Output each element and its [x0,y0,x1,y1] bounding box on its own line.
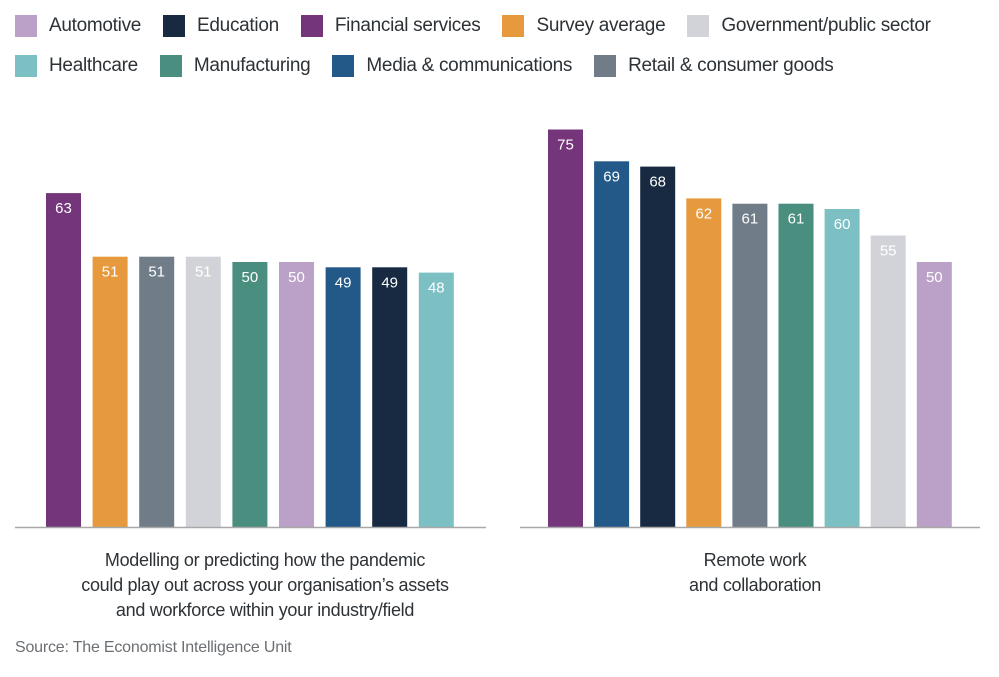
bar-retail-consumer-goods [732,203,768,527]
legend-swatch [332,55,355,77]
legend-swatch [163,15,186,37]
bar-value-label: 68 [649,174,666,191]
legend-label: Automotive [49,15,142,36]
legend-item: Government/public sector [687,15,931,37]
bar-media-communications [325,267,361,527]
bar-value-label: 51 [102,264,119,281]
legend-item: Media & communications [332,55,572,77]
legend-item: Survey average [502,15,666,37]
legend-label: Financial services [334,15,481,36]
legend-swatch [15,15,37,37]
bar-value-label: 61 [788,211,805,228]
bar-financial-services [46,193,81,527]
bar-education [640,166,676,527]
bar-value-label: 51 [195,264,212,281]
legend-item: Retail & consumer goods [594,55,834,77]
legend-label: Retail & consumer goods [628,55,834,76]
bar-value-label: 51 [148,264,165,281]
bar-value-label: 50 [288,269,305,286]
bar-value-label: 75 [557,137,574,154]
legend-item: Automotive [15,15,141,37]
bar-government-public-sector [185,256,221,527]
legend-swatch [15,55,37,77]
bar-value-label: 60 [834,216,851,233]
bar-media-communications [594,161,630,528]
legend-label: Government/public sector [721,15,931,36]
legend-row: Automotive Education Financial services Sur… [15,12,995,40]
caption-line: could play out across your organisation’… [81,575,449,595]
bar-value-label: 49 [335,274,352,291]
bar-value-label: 55 [880,243,897,260]
bar-value-label: 50 [926,269,943,286]
legend-swatch [502,15,525,37]
chart-caption-modelling: Modelling or predicting how the pandemic… [15,548,515,623]
bar-government-public-sector [870,235,906,527]
legend-label: Media & communications [366,55,573,76]
bar-survey-average [92,256,128,527]
legend: Automotive Education Financial services Sur… [15,12,995,92]
legend-row: Healthcare Manufacturing Media & communica… [15,52,995,80]
legend-label: Manufacturing [193,55,311,76]
bar-manufacturing [232,262,268,527]
source-note: Source: The Economist Intelligence Unit [15,639,292,656]
chart-modelling-pandemic: 63 51 51 51 50 50 49 49 48 [15,193,486,529]
chart-remote-work: 75 69 68 62 61 61 60 55 50 [520,129,980,529]
legend-swatch [687,15,710,37]
bar-healthcare [418,272,454,527]
bar-value-label: 69 [603,168,620,185]
legend-label: Survey average [536,15,666,36]
bar-automotive [279,262,314,527]
bar-value-label: 49 [381,274,398,291]
caption-line: Remote work [703,550,807,570]
legend-swatch [159,55,182,77]
legend-item: Healthcare [15,55,138,77]
caption-line: and collaboration [688,575,821,595]
bar-value-label: 63 [55,200,72,217]
bar-value-label: 62 [695,205,712,222]
legend-swatch [300,15,323,37]
legend-item: Education [163,15,279,37]
legend-swatch [594,55,617,77]
bar-retail-consumer-goods [139,256,175,527]
bar-automotive [916,262,952,527]
bar-education [372,267,408,527]
legend-label: Healthcare [49,55,138,76]
bar-value-label: 61 [742,211,759,228]
bar-value-label: 48 [428,280,445,297]
bar-value-label: 50 [242,269,259,286]
bar-financial-services [548,129,583,527]
chart-caption-remote-work: Remote work and collaboration [505,548,999,598]
caption-line: and workforce within your industry/field [115,600,415,620]
legend-item: Manufacturing [159,55,311,77]
bar-healthcare [824,209,860,527]
bar-survey-average [686,198,722,527]
legend-item: Financial services [300,15,481,37]
bar-manufacturing [778,203,814,527]
legend-label: Education [197,15,279,36]
caption-line: Modelling or predicting how the pandemic [104,550,426,570]
